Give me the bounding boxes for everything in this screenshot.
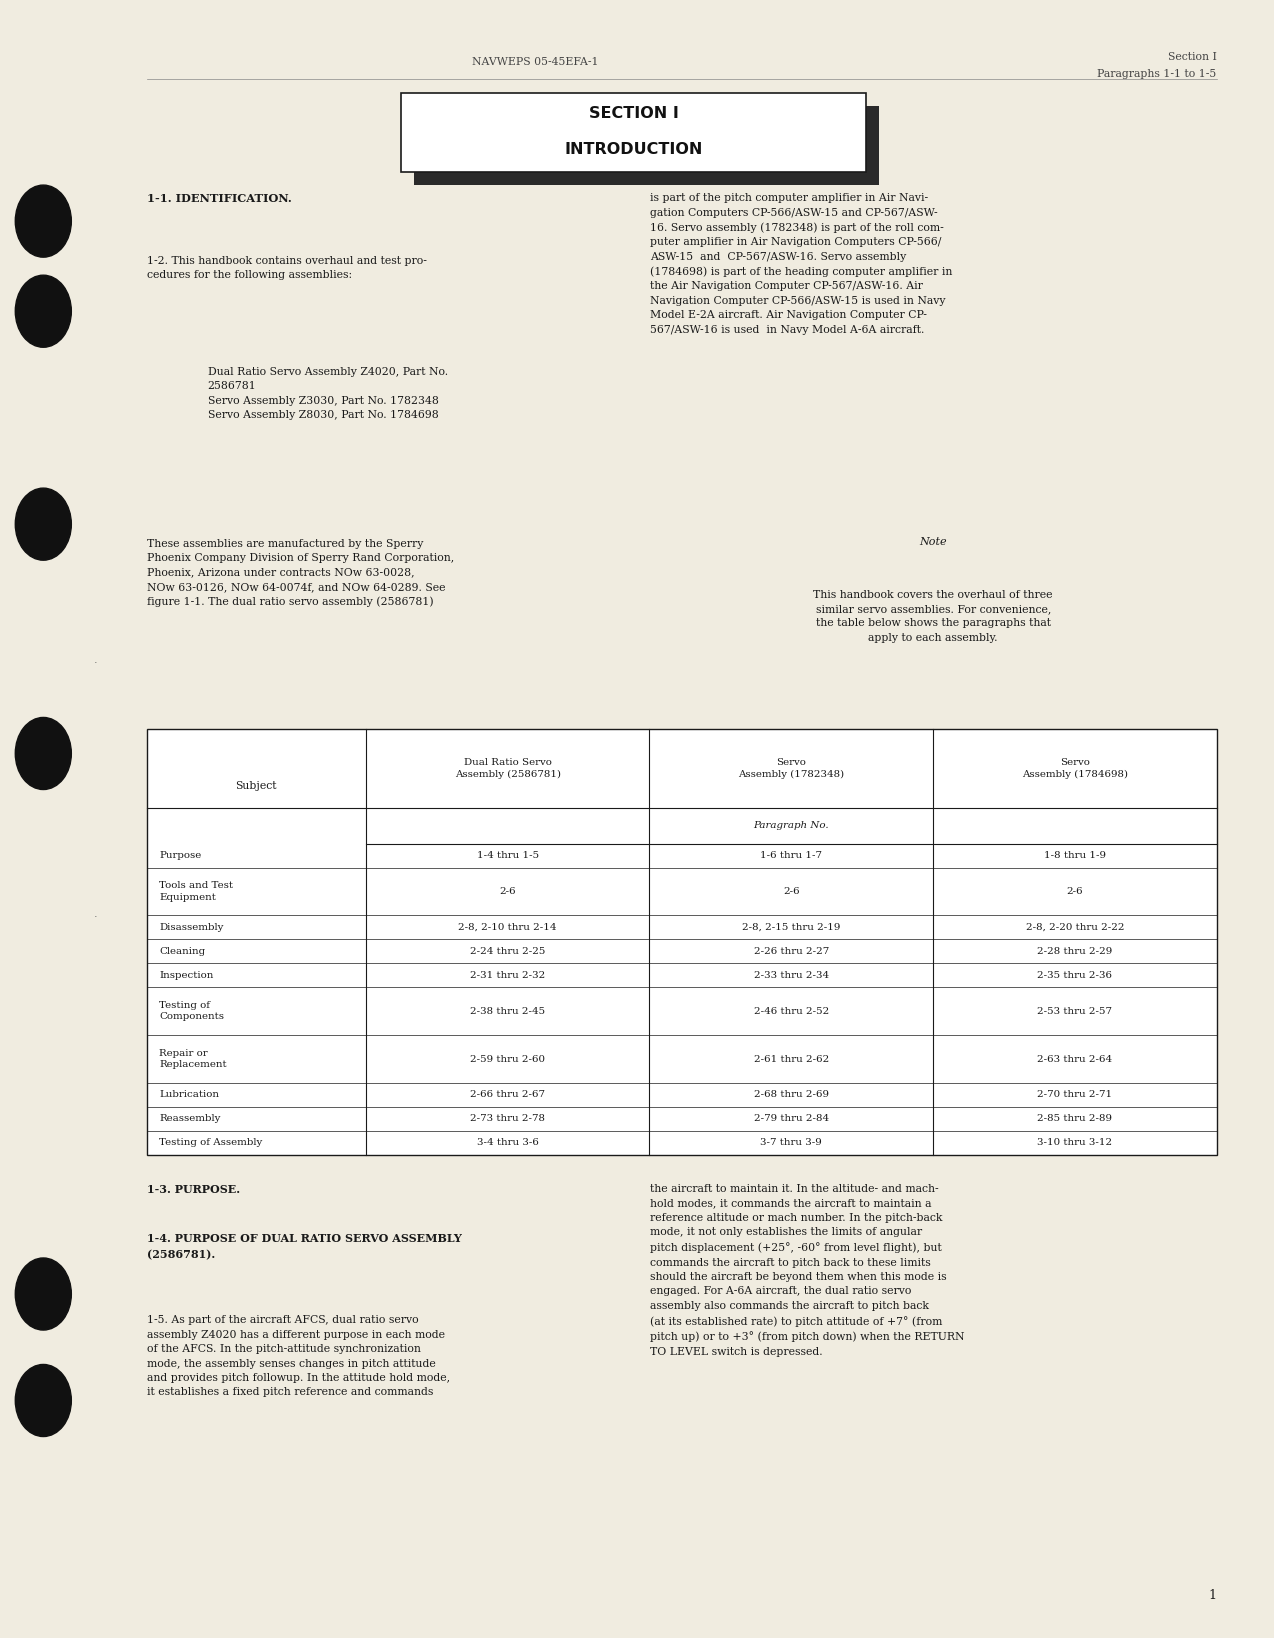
Text: Cleaning: Cleaning	[159, 947, 205, 957]
Text: Paragraph No.: Paragraph No.	[753, 821, 829, 830]
Text: ·: ·	[94, 658, 97, 668]
Text: 3-7 thru 3-9: 3-7 thru 3-9	[761, 1138, 822, 1147]
Circle shape	[15, 1364, 71, 1437]
Text: 2-70 thru 2-71: 2-70 thru 2-71	[1037, 1091, 1112, 1099]
Circle shape	[15, 717, 71, 790]
Text: Disassembly: Disassembly	[159, 922, 224, 932]
Text: 2-63 thru 2-64: 2-63 thru 2-64	[1037, 1055, 1112, 1063]
Text: These assemblies are manufactured by the Sperry
Phoenix Company Division of Sper: These assemblies are manufactured by the…	[147, 539, 454, 608]
Text: 2-8, 2-10 thru 2-14: 2-8, 2-10 thru 2-14	[459, 922, 557, 932]
Text: 2-68 thru 2-69: 2-68 thru 2-69	[754, 1091, 829, 1099]
Text: 1-5. As part of the aircraft AFCS, dual ratio servo
assembly Z4020 has a differe: 1-5. As part of the aircraft AFCS, dual …	[147, 1315, 450, 1397]
Text: Dual Ratio Servo Assembly Z4020, Part No.
2586781
Servo Assembly Z3030, Part No.: Dual Ratio Servo Assembly Z4020, Part No…	[208, 367, 447, 419]
Text: the aircraft to maintain it. In the altitude- and mach-
hold modes, it commands : the aircraft to maintain it. In the alti…	[650, 1184, 964, 1356]
Text: 2-6: 2-6	[784, 886, 800, 896]
Text: SECTION I: SECTION I	[589, 105, 679, 121]
Circle shape	[15, 185, 71, 257]
Text: 2-33 thru 2-34: 2-33 thru 2-34	[754, 971, 829, 980]
Text: Tools and Test
Equipment: Tools and Test Equipment	[159, 881, 233, 901]
Text: 2-46 thru 2-52: 2-46 thru 2-52	[754, 1007, 829, 1016]
Text: Inspection: Inspection	[159, 971, 214, 980]
Text: This handbook covers the overhaul of three
similar servo assemblies. For conveni: This handbook covers the overhaul of thr…	[814, 590, 1052, 642]
Text: is part of the pitch computer amplifier in Air Navi-
gation Computers CP-566/ASW: is part of the pitch computer amplifier …	[650, 193, 952, 334]
Text: 2-6: 2-6	[499, 886, 516, 896]
Text: 2-85 thru 2-89: 2-85 thru 2-89	[1037, 1114, 1112, 1124]
Text: 1-4. PURPOSE OF DUAL RATIO SERVO ASSEMBLY
(2586781).: 1-4. PURPOSE OF DUAL RATIO SERVO ASSEMBL…	[147, 1233, 461, 1260]
Text: Servo
Assembly (1782348): Servo Assembly (1782348)	[738, 758, 845, 778]
Text: Section I: Section I	[1168, 52, 1217, 62]
Text: 2-59 thru 2-60: 2-59 thru 2-60	[470, 1055, 545, 1063]
Text: 3-10 thru 3-12: 3-10 thru 3-12	[1037, 1138, 1112, 1147]
Text: Testing of Assembly: Testing of Assembly	[159, 1138, 262, 1147]
Circle shape	[15, 1258, 71, 1330]
Text: 2-8, 2-20 thru 2-22: 2-8, 2-20 thru 2-22	[1026, 922, 1124, 932]
Text: 2-28 thru 2-29: 2-28 thru 2-29	[1037, 947, 1112, 957]
Text: Subject: Subject	[236, 781, 276, 791]
Text: 2-8, 2-15 thru 2-19: 2-8, 2-15 thru 2-19	[741, 922, 841, 932]
Text: 1-1. IDENTIFICATION.: 1-1. IDENTIFICATION.	[147, 193, 292, 205]
Text: Reassembly: Reassembly	[159, 1114, 220, 1124]
Text: 1: 1	[1209, 1589, 1217, 1602]
Text: 2-6: 2-6	[1066, 886, 1083, 896]
Text: Testing of
Components: Testing of Components	[159, 1001, 224, 1022]
Text: 2-24 thru 2-25: 2-24 thru 2-25	[470, 947, 545, 957]
Text: 1-8 thru 1-9: 1-8 thru 1-9	[1043, 852, 1106, 860]
Text: 2-35 thru 2-36: 2-35 thru 2-36	[1037, 971, 1112, 980]
Bar	[401, 93, 866, 172]
Text: INTRODUCTION: INTRODUCTION	[564, 143, 703, 157]
Text: ·: ·	[94, 912, 97, 922]
Text: 1-2. This handbook contains overhaul and test pro-
cedures for the following ass: 1-2. This handbook contains overhaul and…	[147, 256, 427, 280]
Bar	[147, 729, 1217, 1155]
Text: Paragraphs 1-1 to 1-5: Paragraphs 1-1 to 1-5	[1097, 69, 1217, 79]
Text: 1-4 thru 1-5: 1-4 thru 1-5	[476, 852, 539, 860]
Text: 2-26 thru 2-27: 2-26 thru 2-27	[754, 947, 829, 957]
Circle shape	[15, 488, 71, 560]
Text: 2-66 thru 2-67: 2-66 thru 2-67	[470, 1091, 545, 1099]
Text: 1-6 thru 1-7: 1-6 thru 1-7	[761, 852, 822, 860]
Bar	[414, 106, 879, 185]
Circle shape	[15, 275, 71, 347]
Text: 2-61 thru 2-62: 2-61 thru 2-62	[754, 1055, 829, 1063]
Text: 2-73 thru 2-78: 2-73 thru 2-78	[470, 1114, 545, 1124]
Text: Lubrication: Lubrication	[159, 1091, 219, 1099]
Text: Servo
Assembly (1784698): Servo Assembly (1784698)	[1022, 758, 1127, 778]
Text: 2-31 thru 2-32: 2-31 thru 2-32	[470, 971, 545, 980]
Text: Repair or
Replacement: Repair or Replacement	[159, 1048, 227, 1070]
Text: Purpose: Purpose	[159, 852, 201, 860]
Text: 2-79 thru 2-84: 2-79 thru 2-84	[754, 1114, 829, 1124]
Text: Note: Note	[920, 537, 947, 547]
Text: 1-3. PURPOSE.: 1-3. PURPOSE.	[147, 1184, 240, 1196]
Text: 2-53 thru 2-57: 2-53 thru 2-57	[1037, 1007, 1112, 1016]
Text: 2-38 thru 2-45: 2-38 thru 2-45	[470, 1007, 545, 1016]
Text: 3-4 thru 3-6: 3-4 thru 3-6	[476, 1138, 539, 1147]
Text: NAVWEPS 05-45EFA-1: NAVWEPS 05-45EFA-1	[471, 57, 599, 67]
Text: Dual Ratio Servo
Assembly (2586781): Dual Ratio Servo Assembly (2586781)	[455, 758, 561, 778]
